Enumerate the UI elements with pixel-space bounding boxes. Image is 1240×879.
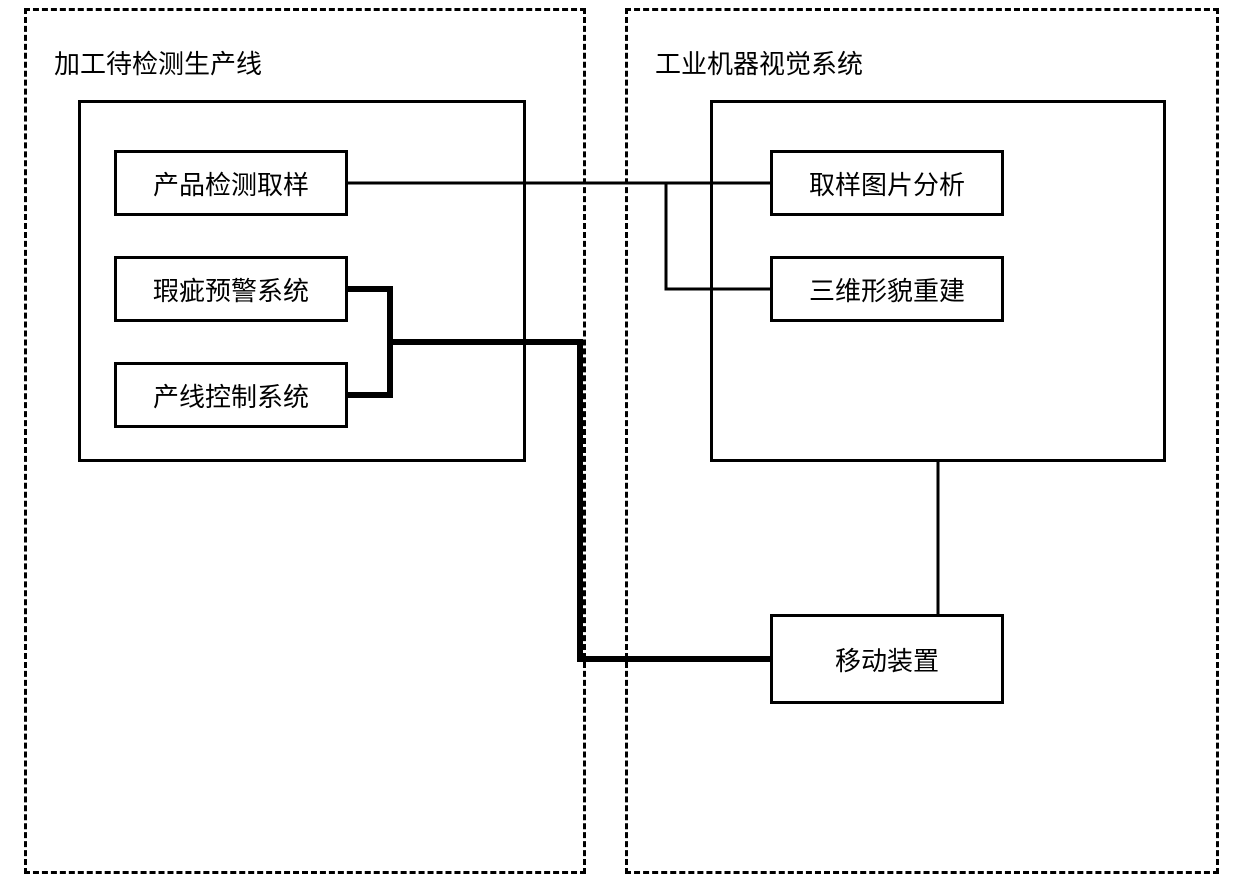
- node-defect-warning: 瑕疵预警系统: [114, 256, 348, 322]
- diagram-canvas: 加工待检测生产线 工业机器视觉系统 产品检测取样 瑕疵预警系统 产线控制系统 取…: [0, 0, 1240, 879]
- node-shape-rebuild: 三维形貌重建: [770, 256, 1004, 322]
- node-product-sampling: 产品检测取样: [114, 150, 348, 216]
- right-panel-title: 工业机器视觉系统: [655, 44, 863, 81]
- node-line-control: 产线控制系统: [114, 362, 348, 428]
- left-panel-title: 加工待检测生产线: [54, 44, 262, 81]
- node-image-analysis: 取样图片分析: [770, 150, 1004, 216]
- node-mobile-device: 移动装置: [770, 614, 1004, 704]
